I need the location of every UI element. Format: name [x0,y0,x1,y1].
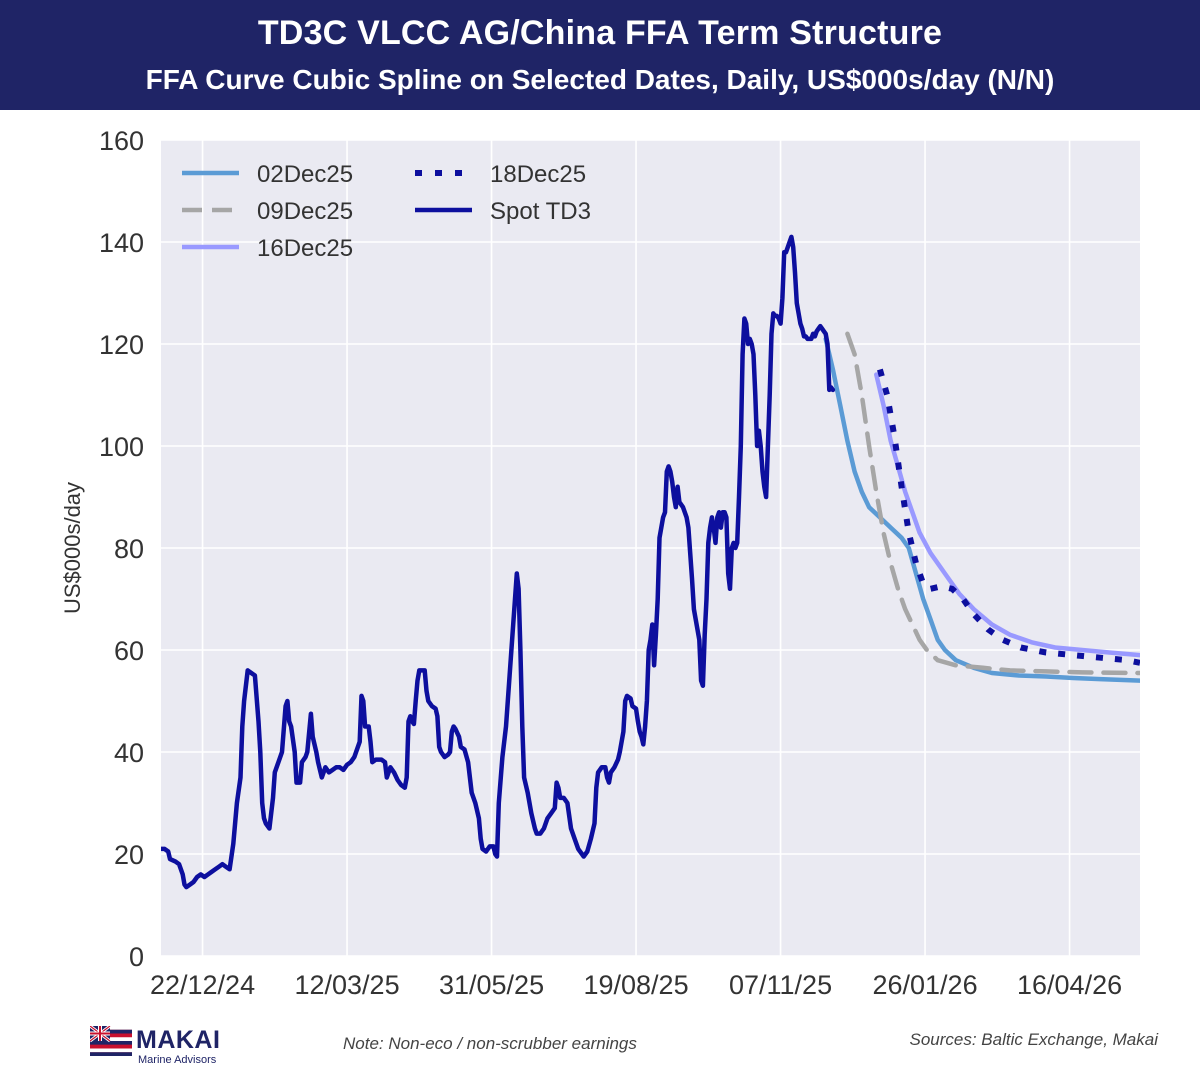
y-tick-label: 20 [114,840,144,870]
makai-logo: MAKAI Marine Advisors [89,1024,220,1066]
hawaii-flag-icon [89,1024,132,1056]
x-tick-label: 19/08/25 [583,970,688,1000]
logo-name: MAKAI [136,1026,221,1054]
series-line-16dec25 [874,372,1140,658]
logo-tagline: Marine Advisors [138,1054,217,1066]
footnote: Note: Non-eco / non-scrubber earnings [343,1034,637,1053]
y-tick-label: 100 [99,432,144,462]
x-tick-label: 26/01/26 [872,970,977,1000]
y-tick-label: 60 [114,636,144,666]
y-tick-label: 120 [99,330,144,360]
series-line-spot-td3 [161,234,836,890]
x-tick-label: 31/05/25 [439,970,544,1000]
page-subtitle: FFA Curve Cubic Spline on Selected Dates… [145,64,1055,95]
legend-label-02dec25: 02Dec25 [257,161,353,188]
ffa-term-structure-chart: 0 20 40 60 80 100 120 140 160 22/12/24 12/03/25 31/… [60,126,1140,1000]
y-tick-label: 160 [99,126,144,156]
legend-label-16dec25: 16Dec25 [257,235,353,262]
title-banner: TD3C VLCC AG/China FFA Term Structure FF… [0,0,1200,110]
y-tick-label: 40 [114,738,144,768]
x-tick-label: 16/04/26 [1017,970,1122,1000]
legend-label-09dec25: 09Dec25 [257,198,353,225]
page-title: TD3C VLCC AG/China FFA Term Structure [257,14,943,52]
y-axis-label: US$000s/day [60,482,85,614]
legend-label-spot-td3: Spot TD3 [490,198,591,225]
y-tick-label: 0 [129,942,144,972]
sources-note: Sources: Baltic Exchange, Makai [909,1030,1158,1049]
y-tick-label: 80 [114,534,144,564]
series-line-02dec25 [823,336,1140,683]
x-tick-label: 07/11/25 [729,970,832,1000]
x-tick-label: 22/12/24 [150,970,255,1000]
series-line-09dec25 [845,331,1140,676]
legend-label-18dec25: 18Dec25 [490,161,586,188]
y-tick-label: 140 [99,228,144,258]
x-tick-label: 12/03/25 [294,970,399,1000]
